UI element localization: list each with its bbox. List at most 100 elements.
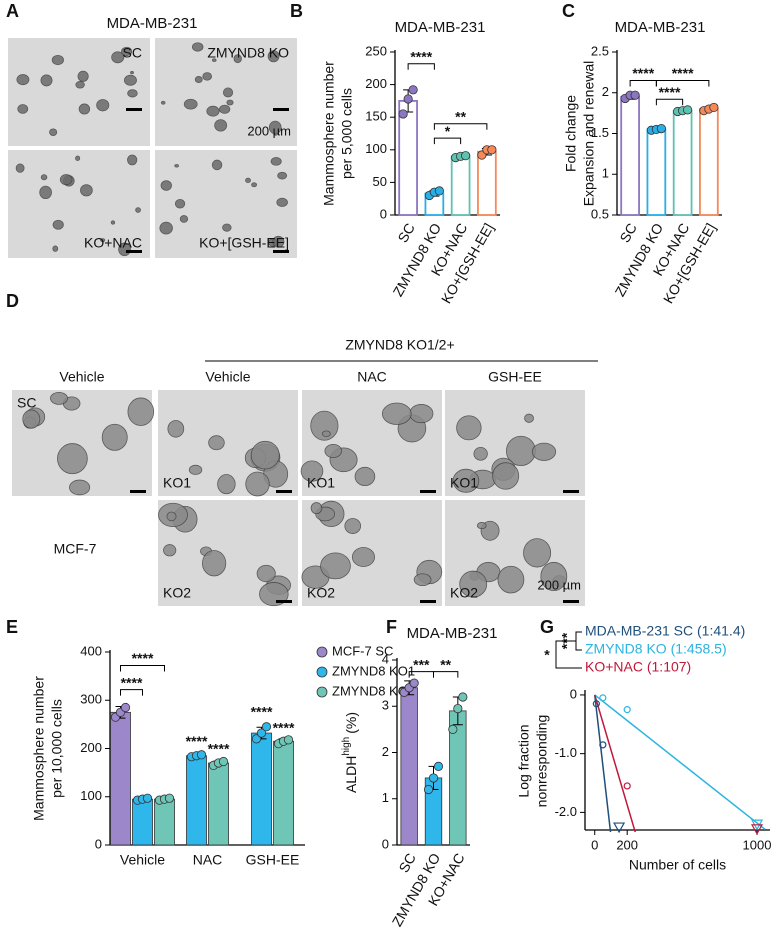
y-tick-label: 150 (365, 109, 387, 124)
cell-cluster (310, 502, 323, 515)
cell-cluster (268, 120, 282, 135)
data-point (256, 728, 267, 738)
cell-cluster (217, 474, 236, 495)
significance: **** (410, 48, 432, 64)
cell-cluster (130, 71, 134, 75)
data-point (461, 151, 471, 161)
cell-cluster (351, 547, 375, 567)
bar (186, 755, 207, 846)
y-axis-label: nonresponding (534, 715, 550, 808)
data-point (599, 741, 607, 749)
legend-label: KO+NAC (1:107) (585, 659, 691, 675)
cell-cluster (15, 163, 25, 173)
data-point (458, 692, 468, 702)
chart-title: MDA-MB-231 (395, 19, 486, 36)
data-point (408, 85, 418, 95)
fit-line (594, 694, 636, 832)
y-tick-label: 0 (570, 686, 577, 701)
image-label: SC (123, 45, 142, 61)
column-header: Vehicle (205, 369, 250, 385)
cell-cluster (531, 442, 557, 461)
cell-cluster (183, 98, 198, 110)
cell-cluster (69, 479, 91, 496)
cell-cluster (476, 522, 487, 530)
cell-cluster (277, 171, 288, 180)
cell-cluster (459, 570, 488, 598)
cell-cluster (222, 87, 234, 98)
y-tick-label: 100 (80, 788, 102, 803)
cell-cluster (320, 552, 351, 580)
significance: **** (251, 703, 273, 719)
x-tick-label: SC (616, 220, 640, 245)
significance: * (544, 647, 550, 663)
y-tick-label: 300 (80, 692, 102, 707)
data-point (656, 124, 666, 134)
cell-cluster (179, 215, 189, 223)
significance-bracket (407, 63, 435, 70)
y-tick-label: 1 (382, 790, 389, 805)
y-axis-label: per 5,000 cells (339, 88, 355, 179)
significance: **** (208, 740, 230, 756)
cell-cluster (121, 46, 133, 56)
x-axis-label: Number of cells (629, 857, 726, 873)
significance: **** (121, 674, 143, 690)
cell-cluster (497, 565, 525, 594)
scale-label: 200 µm (537, 577, 581, 592)
data-point (709, 102, 719, 113)
legend-label: ZMYND8 KO (1:458.5) (585, 641, 727, 657)
cell-cluster (111, 51, 125, 64)
y-axis-label-sup: high (341, 737, 352, 756)
cell-cluster (208, 435, 225, 451)
data-point (623, 782, 631, 790)
legend-swatch (316, 666, 328, 678)
x-tick-label: SC (395, 850, 419, 875)
significance: **** (659, 84, 681, 100)
y-tick-label: 2.5 (591, 43, 609, 58)
image-label: KO1 (163, 475, 191, 491)
cell-cluster (409, 404, 434, 424)
cell-cluster (101, 423, 128, 451)
y-tick-label: 0 (95, 836, 102, 851)
cell-cluster (127, 89, 138, 98)
data-point (433, 761, 444, 771)
image-label: KO1 (307, 475, 335, 491)
legend-label: MCF-7 SC (332, 643, 393, 658)
x-tick-label: 0 (591, 837, 598, 852)
column-header: NAC (357, 369, 387, 385)
fit-line (593, 694, 612, 832)
y-axis-label-unit: (%) (343, 712, 359, 734)
cell-cluster (194, 76, 203, 83)
panel-letter: F (386, 617, 397, 637)
scale-bar (126, 108, 142, 111)
significance-bracket (655, 80, 710, 87)
x-tick-label: SC (394, 220, 418, 245)
data-point (251, 734, 262, 744)
panel-letter: E (6, 617, 18, 637)
panel-letter: B (290, 1, 303, 21)
cell-cluster (50, 391, 68, 405)
cell-cluster (321, 430, 331, 437)
significance-bracket (555, 640, 582, 669)
y-tick-label: 0 (380, 206, 387, 221)
cell-cluster (344, 518, 362, 534)
y-tick-label: 1.5 (591, 125, 609, 140)
cell-cluster (219, 104, 231, 114)
significance: **** (632, 65, 654, 81)
data-point (423, 784, 434, 795)
fit-line (594, 694, 766, 831)
data-point (283, 735, 294, 745)
chart-title: MDA-MB-231 (407, 625, 498, 642)
image-label: SC (17, 395, 36, 411)
y-tick-label: 250 (365, 43, 387, 58)
cell-cluster (52, 219, 64, 230)
data-point (261, 722, 272, 732)
significance: **** (273, 720, 295, 736)
significance: **** (186, 733, 208, 749)
significance-bracket (433, 123, 488, 130)
y-tick-label: -1.0 (555, 745, 577, 760)
cell-cluster (270, 157, 282, 166)
cell-cluster (96, 99, 110, 112)
y-axis-label-main: ALDH (343, 756, 359, 793)
data-point (599, 694, 607, 702)
